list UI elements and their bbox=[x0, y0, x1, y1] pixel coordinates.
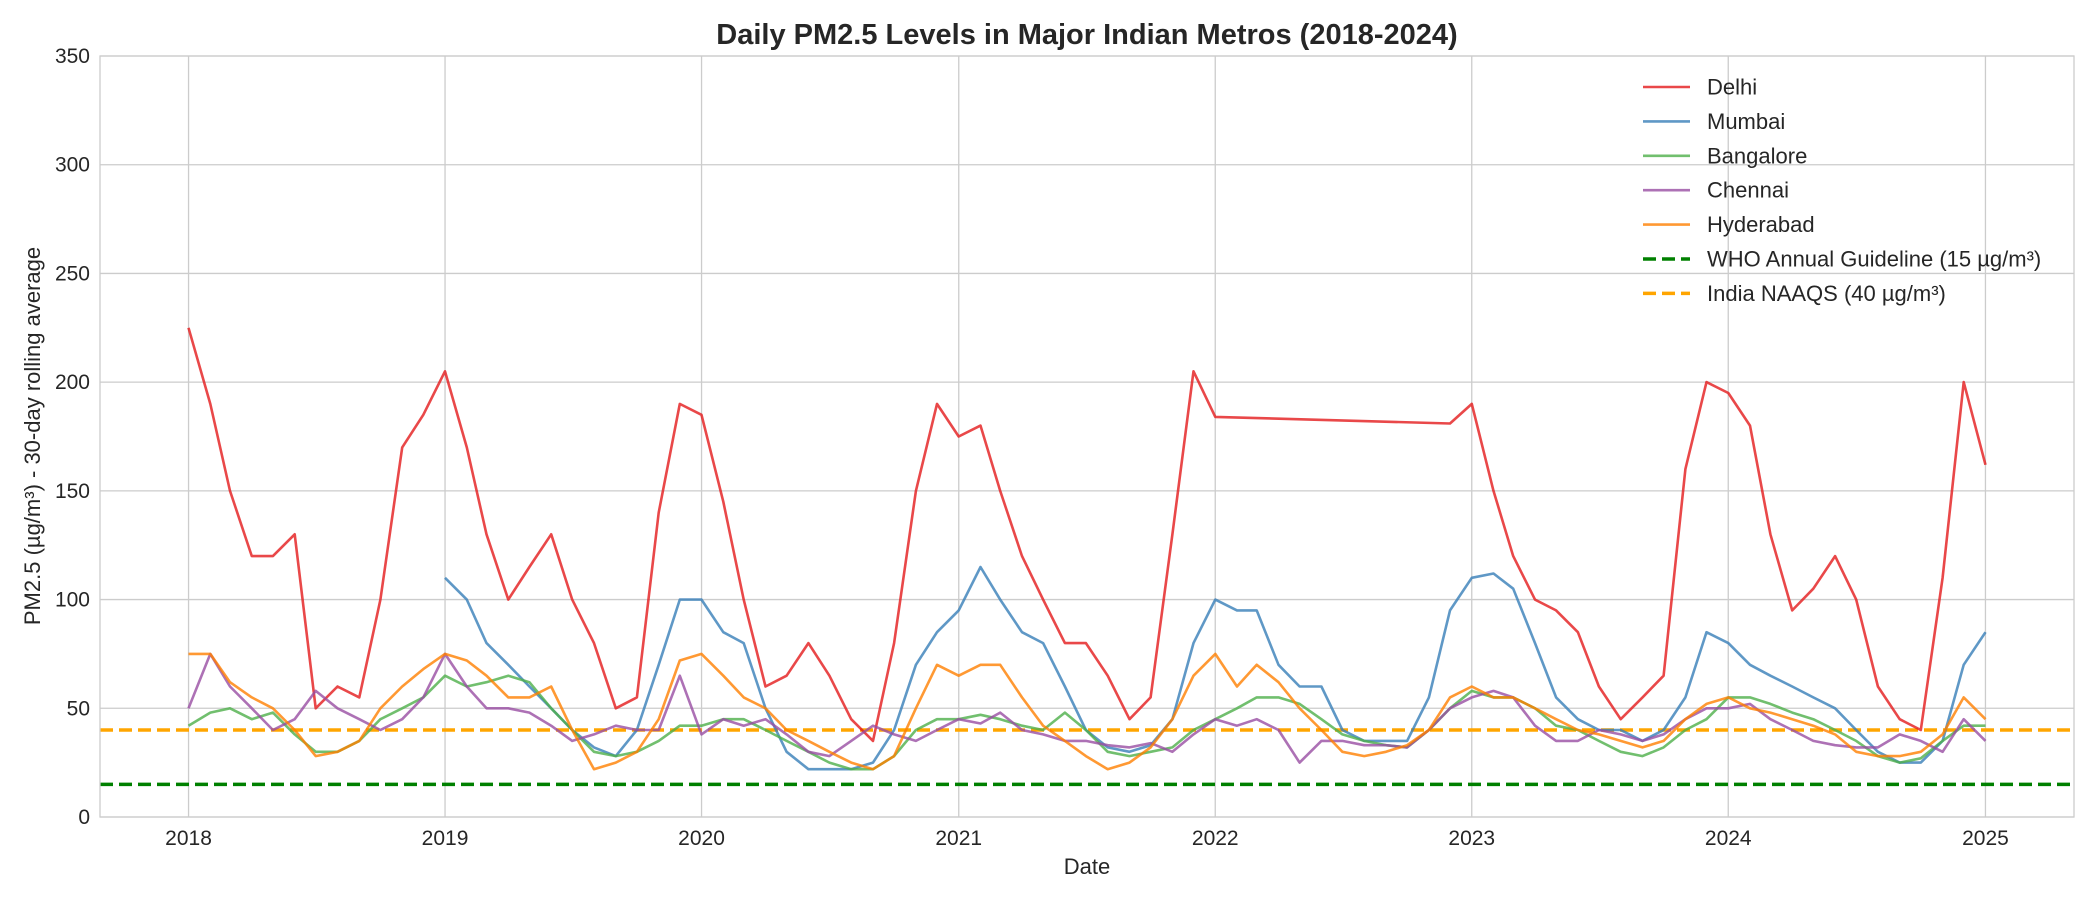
y-axis-ticks: 0 50 100 150 200 250 300 350 bbox=[55, 45, 90, 829]
x-axis-ticks: 2018 2019 2020 2021 2022 2023 2024 2025 bbox=[165, 827, 2009, 850]
legend-item: WHO Annual Guideline (15 µg/m³) bbox=[1643, 247, 2041, 272]
legend-item: Bangalore bbox=[1643, 143, 1807, 168]
y-tick-label: 0 bbox=[78, 806, 90, 829]
legend-item: India NAAQS (40 µg/m³) bbox=[1643, 281, 1946, 306]
grid bbox=[100, 55, 2074, 818]
legend-label: Hyderabad bbox=[1707, 212, 1815, 237]
y-tick-label: 50 bbox=[67, 697, 90, 720]
x-tick-label: 2023 bbox=[1448, 827, 1495, 850]
x-axis-label: Date bbox=[1064, 854, 1110, 879]
series-line-bangalore bbox=[187, 674, 1986, 771]
x-tick-label: 2019 bbox=[422, 827, 469, 850]
plot-frame bbox=[99, 55, 2075, 818]
x-tick-label: 2021 bbox=[935, 827, 982, 850]
series-lines bbox=[187, 327, 1987, 771]
x-tick-label: 2024 bbox=[1705, 827, 1752, 850]
y-tick-label: 250 bbox=[55, 262, 90, 285]
legend-label: Bangalore bbox=[1707, 143, 1807, 168]
y-tick-label: 150 bbox=[55, 480, 90, 503]
legend-label: WHO Annual Guideline (15 µg/m³) bbox=[1707, 247, 2041, 272]
series-line-delhi bbox=[187, 327, 1987, 743]
legend-item: Hyderabad bbox=[1643, 212, 1815, 237]
x-tick-label: 2018 bbox=[165, 827, 212, 850]
y-axis-label: PM2.5 (µg/m³) - 30-day rolling average bbox=[20, 247, 45, 625]
legend-item: Chennai bbox=[1643, 178, 1789, 203]
y-tick-label: 350 bbox=[55, 45, 90, 68]
legend-item: Mumbai bbox=[1643, 109, 1785, 134]
chart-title: Daily PM2.5 Levels in Major Indian Metro… bbox=[716, 19, 1457, 51]
legend-item: Delhi bbox=[1643, 75, 1757, 100]
y-tick-label: 100 bbox=[55, 589, 90, 612]
series-line-hyderabad bbox=[188, 652, 1987, 771]
reference-lines bbox=[100, 728, 2074, 787]
y-tick-label: 300 bbox=[55, 154, 90, 177]
legend: Delhi Mumbai Bangalore Chennai Hyderabad WHO … bbox=[1643, 75, 2041, 306]
x-tick-label: 2025 bbox=[1962, 827, 2009, 850]
series-line-mumbai bbox=[444, 565, 1987, 771]
legend-label: India NAAQS (40 µg/m³) bbox=[1707, 281, 1946, 306]
y-tick-label: 200 bbox=[55, 371, 90, 394]
x-tick-label: 2022 bbox=[1192, 827, 1239, 850]
x-tick-label: 2020 bbox=[678, 827, 725, 850]
legend-label: Chennai bbox=[1707, 178, 1789, 203]
legend-label: Mumbai bbox=[1707, 109, 1785, 134]
legend-label: Delhi bbox=[1707, 75, 1757, 100]
